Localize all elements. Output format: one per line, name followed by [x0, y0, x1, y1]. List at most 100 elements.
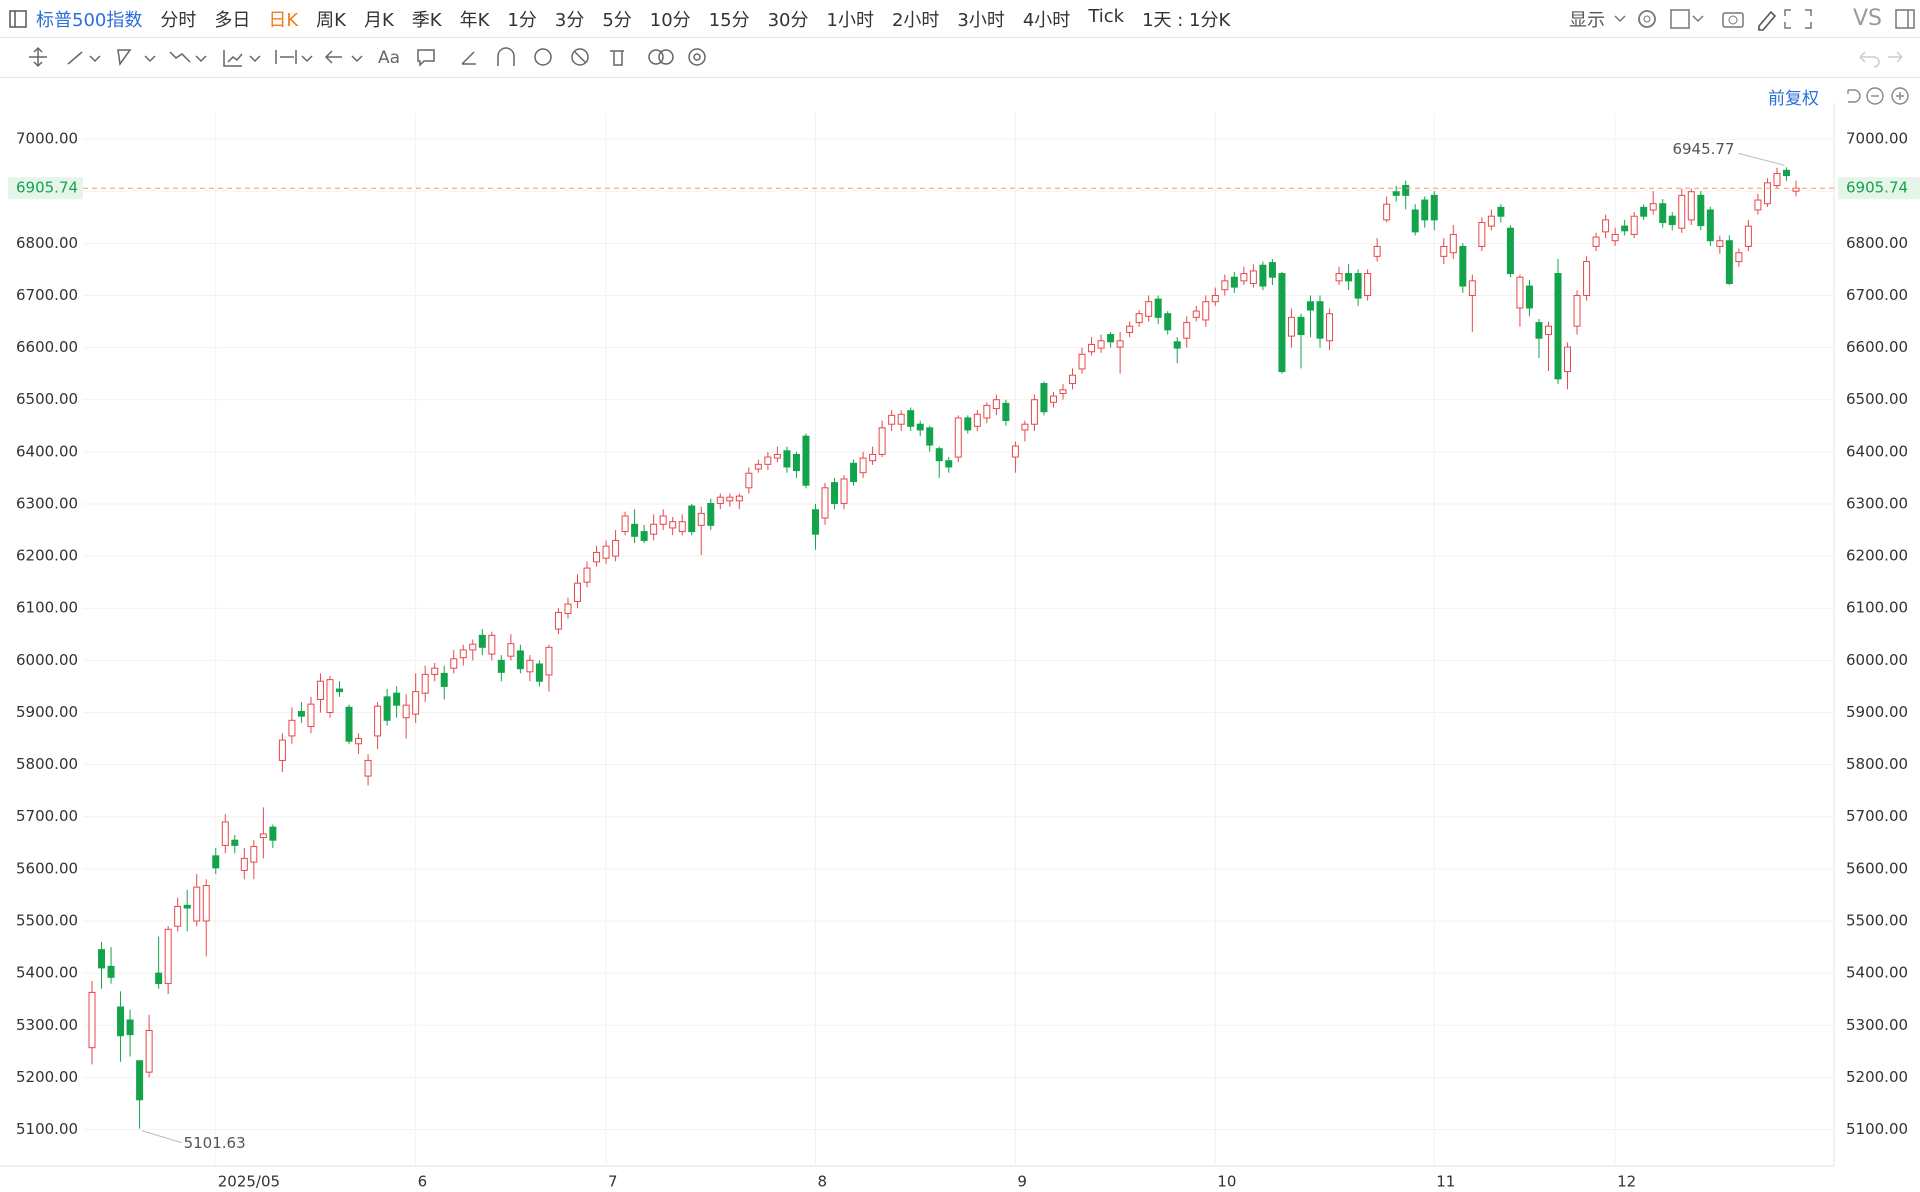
candle-body — [726, 496, 734, 502]
period-tab[interactable]: 周K — [316, 9, 346, 31]
period-tab[interactable]: 多日 — [214, 9, 251, 31]
candle-body — [907, 410, 915, 427]
candle-body — [240, 857, 248, 871]
period-tab[interactable]: 4小时 — [1022, 9, 1071, 31]
candle-body — [497, 659, 505, 673]
symbol[interactable]: 标普500指数 — [36, 9, 143, 31]
period-tabs: 分时 多日 日K 周K 月K 季K 年K 1分 3分 5分 10分 15分 30分 1小时 2小时 3小时 4小… — [142, 6, 1230, 32]
candle-body — [1107, 334, 1115, 343]
candle-body — [678, 521, 686, 533]
y-tick-label: 5500.00 — [16, 911, 78, 929]
candle-body — [1678, 194, 1686, 229]
candle-body — [1230, 276, 1238, 288]
candle-body — [1221, 280, 1229, 291]
candle-body — [326, 679, 334, 713]
candle-body — [1459, 245, 1467, 287]
candle-body — [1640, 206, 1648, 217]
candle-body — [1173, 341, 1181, 349]
candle-body — [1544, 325, 1552, 336]
period-tab[interactable]: 3分 — [554, 9, 585, 31]
candle-body — [802, 435, 810, 486]
candle-body — [183, 904, 191, 909]
period-tab[interactable]: 1小时 — [826, 9, 874, 31]
candle-body — [1335, 273, 1343, 282]
candle-body — [126, 1019, 134, 1036]
candle-body — [1611, 233, 1619, 242]
candle-body — [1659, 203, 1667, 223]
candle-body — [916, 423, 924, 431]
candle-body — [831, 482, 839, 504]
candle-body — [1725, 240, 1733, 284]
candle-body — [459, 649, 467, 659]
candle-body — [1240, 273, 1248, 282]
candle-body — [1192, 310, 1200, 318]
period-tab[interactable]: 15分 — [708, 9, 750, 31]
candle-body — [1564, 346, 1572, 373]
candle-body — [1687, 191, 1695, 221]
y-tick-label: 6400.00 — [16, 442, 78, 460]
candle-body — [1735, 252, 1743, 263]
candle-body — [1706, 209, 1714, 242]
candle-body — [1621, 225, 1629, 232]
candle-body — [412, 691, 420, 715]
x-tick-label: 6 — [418, 1173, 428, 1191]
candle-body — [1069, 374, 1077, 385]
candle-body — [878, 427, 886, 455]
y2-tick-label: 6900.00 — [1846, 182, 1908, 200]
y2-tick-label: 5100.00 — [1846, 1120, 1908, 1138]
period-tab[interactable]: 5分 — [602, 9, 632, 31]
y-tick-label: 5400.00 — [16, 964, 78, 982]
candle-body — [1154, 298, 1162, 318]
candle-body — [659, 515, 667, 525]
candle-body — [1744, 225, 1752, 247]
y2-tick-label: 5400.00 — [1846, 964, 1908, 982]
panel-icon[interactable] — [1890, 4, 1920, 34]
y2-tick-label: 5800.00 — [1846, 755, 1908, 773]
period-tab[interactable]: Tick — [1088, 5, 1125, 27]
x-tick-label: 11 — [1436, 1173, 1455, 1191]
candle-body — [307, 703, 315, 728]
period-tab[interactable]: 季K — [411, 9, 442, 31]
candle-body — [117, 1006, 125, 1037]
candle-body — [554, 611, 562, 630]
candle-body — [1497, 206, 1505, 217]
candle-body — [1602, 219, 1610, 233]
candle-body — [250, 845, 258, 863]
candle-body — [98, 949, 106, 969]
candle-body — [1097, 340, 1105, 349]
candle-body — [1040, 383, 1048, 413]
period-tab[interactable]: 10分 — [649, 9, 691, 31]
y2-tick-label: 5500.00 — [1846, 911, 1908, 929]
adjust-mode[interactable]: 前复权 — [1768, 89, 1819, 109]
period-tab[interactable]: 日K — [268, 9, 299, 31]
period-tab[interactable]: 月K — [363, 9, 394, 31]
svg-text:Aa: Aa — [378, 48, 400, 68]
candle-body — [421, 673, 429, 694]
period-tab[interactable]: 30分 — [767, 9, 809, 31]
candle-body — [431, 667, 439, 675]
candle-body — [526, 659, 534, 673]
candle-body — [1049, 395, 1057, 403]
display-menu[interactable]: 显示 — [1568, 9, 1605, 31]
x-tick-label: 2025/05 — [218, 1173, 280, 1191]
drawing-toolbar: Aa — [0, 38, 1920, 78]
period-tab[interactable]: 2小时 — [891, 9, 940, 31]
top-toolbar: 标普500指数 分时 多日 日K 周K 月K 季K 年K 1分 3分 5分 10分 15分 30分 1小时… — [0, 0, 1920, 38]
compare-button[interactable]: VS — [1852, 6, 1882, 31]
period-tab[interactable]: 分时 — [160, 9, 197, 31]
candle-body — [650, 523, 658, 535]
period-tab[interactable]: 3小时 — [957, 9, 1005, 31]
candle-body — [773, 453, 781, 459]
period-tab[interactable]: 1天 : 1分K — [1142, 9, 1231, 31]
candle-body — [1402, 184, 1410, 196]
candle-body — [269, 826, 277, 841]
period-tab[interactable]: 1分 — [507, 9, 537, 31]
y-tick-label: 6900.00 — [16, 182, 78, 200]
x-tick-label: 8 — [817, 1173, 827, 1191]
candle-body — [1440, 245, 1448, 257]
sidebar-icon[interactable] — [8, 9, 28, 29]
candle-body — [402, 704, 410, 719]
y2-tick-label: 6800.00 — [1846, 234, 1908, 252]
period-tab[interactable]: 年K — [459, 9, 490, 31]
